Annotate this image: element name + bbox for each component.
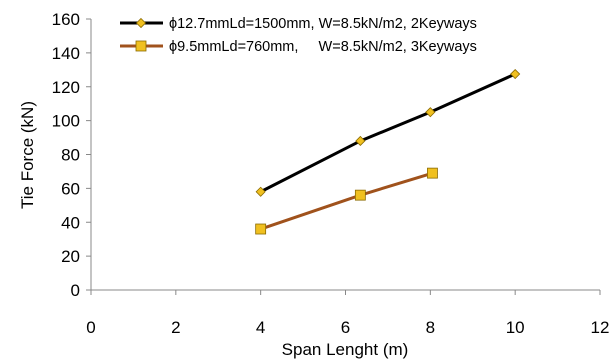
legend-item-2: ϕ9.5mmLd=760mm, W=8.5kN/m2, 3Keyways xyxy=(120,39,477,55)
y-tick-label: 160 xyxy=(52,10,80,29)
series-line xyxy=(260,171,433,231)
y-tick-label: 100 xyxy=(52,112,80,131)
x-tick-label: 2 xyxy=(171,318,180,337)
x-tick-label: 8 xyxy=(426,318,435,337)
x-axis-ticks: 0 2 4 6 8 10 12 xyxy=(86,290,609,337)
y-tick-label: 120 xyxy=(52,78,80,97)
data-point xyxy=(355,135,366,147)
y-tick-label: 40 xyxy=(61,213,80,232)
legend-marker xyxy=(135,17,147,29)
series-line xyxy=(259,72,516,194)
series-layer xyxy=(255,68,521,235)
y-axis-ticks: 0 20 40 60 80 100 120 140 160 xyxy=(52,10,91,300)
y-tick-label: 80 xyxy=(61,146,80,165)
plot-area: 0 20 40 60 80 100 120 140 160 0 2 4 6 8 10 12 xyxy=(52,10,610,337)
data-point xyxy=(425,107,436,118)
y-tick-label: 140 xyxy=(52,44,80,63)
data-point xyxy=(510,68,521,80)
y-axis-title: Tie Force (kN) xyxy=(18,101,37,209)
legend-marker xyxy=(135,40,147,52)
series-2 xyxy=(255,167,438,235)
legend-label: ϕ12.7mmLd=1500mm, W=8.5kN/m2, 2Keyways xyxy=(169,16,477,32)
x-tick-label: 4 xyxy=(256,318,265,337)
x-tick-label: 12 xyxy=(591,318,610,337)
data-point xyxy=(427,167,438,179)
legend-item-1: ϕ12.7mmLd=1500mm, W=8.5kN/m2, 2Keyways xyxy=(120,16,477,32)
x-tick-label: 6 xyxy=(341,318,350,337)
data-point xyxy=(354,189,366,201)
legend-label: ϕ9.5mmLd=760mm, W=8.5kN/m2, 3Keyways xyxy=(169,39,477,55)
y-tick-label: 0 xyxy=(71,281,80,300)
data-point xyxy=(255,223,267,235)
x-tick-label: 10 xyxy=(506,318,525,337)
y-tick-label: 20 xyxy=(61,247,80,266)
series-1 xyxy=(255,68,521,197)
data-point xyxy=(255,186,266,197)
y-tick-label: 60 xyxy=(61,179,80,198)
x-axis-title: Span Lenght (m) xyxy=(282,340,409,359)
x-tick-label: 0 xyxy=(86,318,95,337)
legend: ϕ12.7mmLd=1500mm, W=8.5kN/m2, 2Keyways ϕ9… xyxy=(120,16,477,55)
